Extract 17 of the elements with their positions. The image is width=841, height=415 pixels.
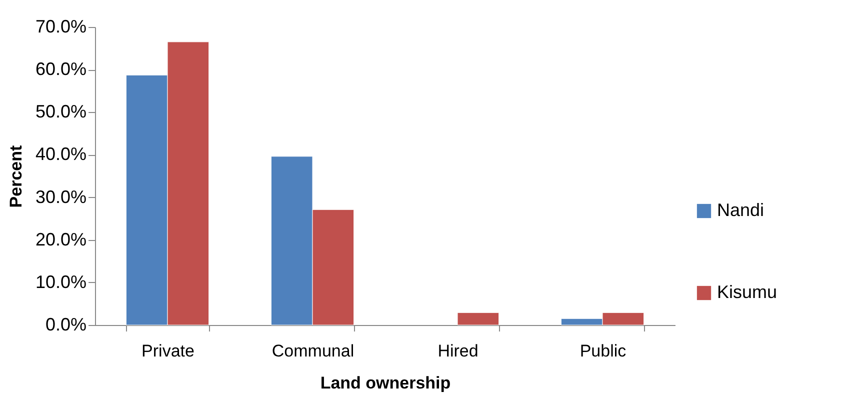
x-tick-label: Public	[580, 342, 627, 360]
y-tick-label: 20.0%	[35, 229, 86, 250]
y-tick-label: 60.0%	[35, 59, 86, 80]
y-axis-title: Percent	[6, 144, 26, 208]
x-tick-label: Communal	[272, 342, 354, 360]
x-axis-title: Land ownership	[320, 374, 451, 392]
legend-label: Nandi	[717, 200, 764, 220]
bar	[457, 312, 500, 326]
y-tick-label: 30.0%	[35, 186, 86, 207]
x-tick-label: Private	[142, 342, 194, 360]
y-tick-label: 50.0%	[35, 102, 86, 122]
y-tick-label: 10.0%	[35, 272, 86, 292]
legend-label: Kisumu	[717, 282, 778, 302]
x-tick-label: Hired	[438, 342, 478, 360]
y-tick-label: 40.0%	[35, 144, 86, 164]
y-tick-label: 0.0%	[45, 314, 86, 334]
y-tick-label: 70.0%	[35, 16, 86, 36]
